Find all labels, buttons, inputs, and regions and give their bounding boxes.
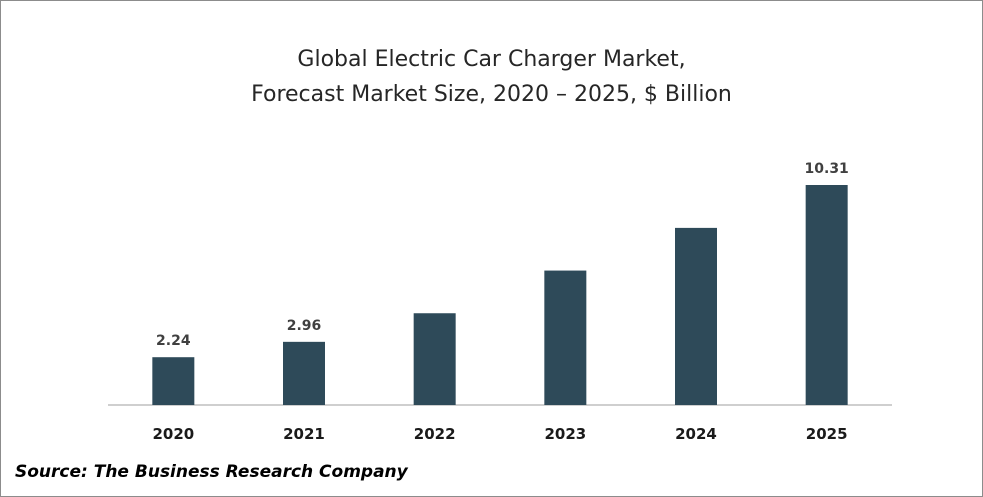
x-tick-label-2020: 2020 — [152, 425, 194, 443]
bar-2021 — [283, 341, 325, 405]
chart-title-line2: Forecast Market Size, 2020 – 2025, $ Bil… — [251, 82, 732, 107]
bar-2023 — [544, 270, 587, 405]
x-tick-label-2024: 2024 — [675, 425, 717, 443]
chart-title-line1: Global Electric Car Charger Market, — [297, 47, 686, 72]
data-label-2021: 2.96 — [287, 318, 322, 334]
source-note: Source: The Business Research Company — [15, 462, 408, 482]
bar-2020 — [152, 357, 195, 405]
x-tick-label-2022: 2022 — [414, 425, 456, 443]
bar-2024 — [675, 227, 717, 405]
x-tick-label-2021: 2021 — [283, 425, 325, 443]
data-label-2025: 10.31 — [805, 161, 849, 177]
bar-2025 — [805, 185, 848, 405]
x-tick-label-2025: 2025 — [806, 425, 848, 443]
x-tick-label-2023: 2023 — [544, 425, 586, 443]
data-label-2020: 2.24 — [156, 333, 191, 349]
bar-2022 — [413, 313, 456, 405]
